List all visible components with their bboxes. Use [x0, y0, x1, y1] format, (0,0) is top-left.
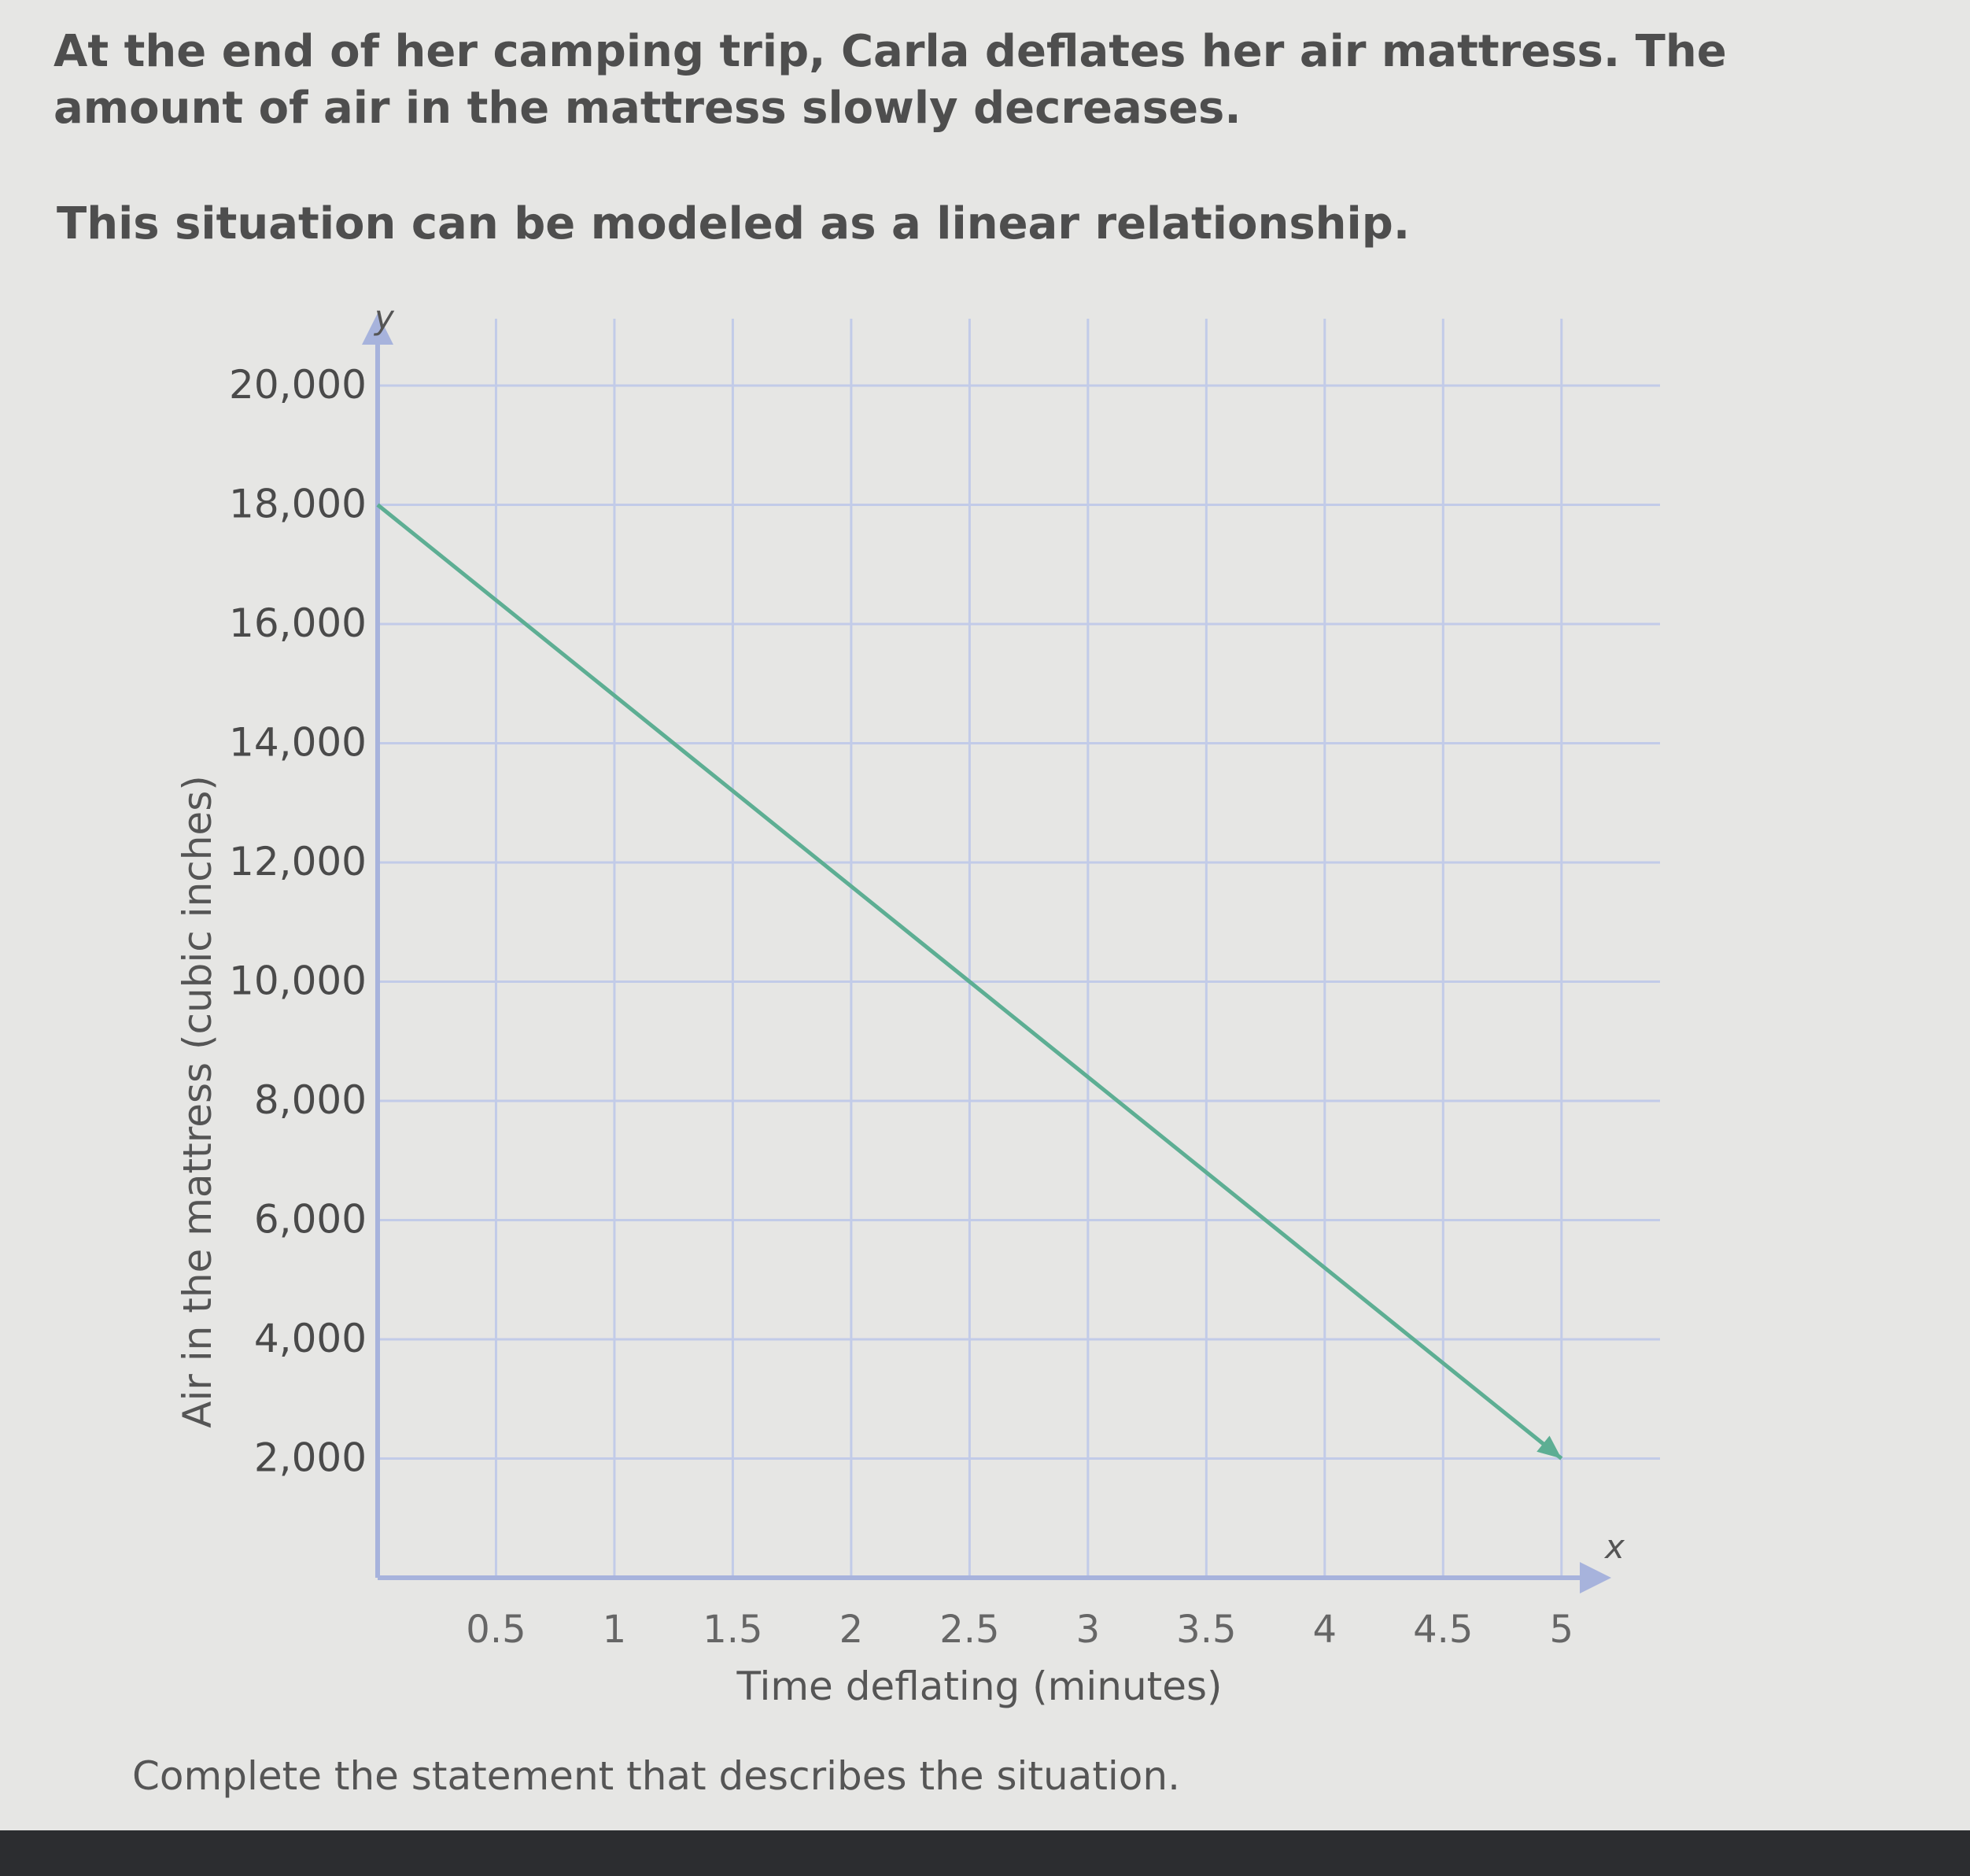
- x-tick-label: 1: [603, 1608, 627, 1652]
- x-tick-label: 4: [1313, 1608, 1337, 1652]
- y-tick-label: 18,000: [229, 482, 367, 527]
- y-tick-label: 4,000: [254, 1316, 367, 1361]
- x-axis-name: x: [1603, 1527, 1625, 1566]
- x-tick-label: 0.5: [466, 1608, 526, 1652]
- y-axis-label: Air in the mattress (cubic inches): [175, 775, 220, 1428]
- model-statement: This situation can be modeled as a linea…: [57, 198, 1411, 249]
- y-tick-label: 2,000: [254, 1435, 367, 1481]
- x-tick-label: 3.5: [1176, 1608, 1236, 1652]
- x-tick-label: 1.5: [703, 1608, 762, 1652]
- y-tick-label: 14,000: [229, 720, 367, 766]
- x-axis-label: Time deflating (minutes): [736, 1664, 1222, 1709]
- problem-text: At the end of her camping trip, Carla de…: [53, 26, 1727, 134]
- x-tick-label: 2.5: [939, 1608, 999, 1652]
- series-layer: [376, 503, 1563, 1461]
- x-tick-labels: 0.5 1 1.5 2 2.5 3 3.5 4 4.5 5: [466, 1608, 1573, 1652]
- y-tick-labels: 2,000 4,000 6,000 8,000 10,000 12,000 14,000 16…: [229, 362, 367, 1481]
- y-tick-label: 6,000: [254, 1197, 367, 1243]
- question-prompt: Complete the statement that describes th…: [132, 1753, 1180, 1799]
- y-tick-label: 16,000: [229, 600, 367, 646]
- x-axis-arrow: [1580, 1562, 1611, 1593]
- axes: [362, 313, 1611, 1593]
- line-chart: 2,000 4,000 6,000 8,000 10,000 12,000 14,000 16…: [175, 298, 1660, 1709]
- x-tick-label: 4.5: [1413, 1608, 1473, 1652]
- series-line: [376, 503, 1563, 1461]
- y-tick-label: 12,000: [229, 839, 367, 884]
- y-axis-arrow: [362, 313, 393, 345]
- x-tick-label: 5: [1549, 1608, 1573, 1652]
- y-tick-label: 10,000: [229, 958, 367, 1004]
- x-tick-label: 3: [1076, 1608, 1101, 1652]
- series-arrowhead: [1537, 1435, 1562, 1459]
- bottom-bar: [0, 1830, 1970, 1876]
- y-tick-label: 8,000: [254, 1077, 367, 1123]
- x-tick-label: 2: [839, 1608, 864, 1652]
- y-axis-name: y: [373, 298, 395, 337]
- y-tick-label: 20,000: [229, 362, 367, 408]
- grid-lines: [378, 319, 1660, 1578]
